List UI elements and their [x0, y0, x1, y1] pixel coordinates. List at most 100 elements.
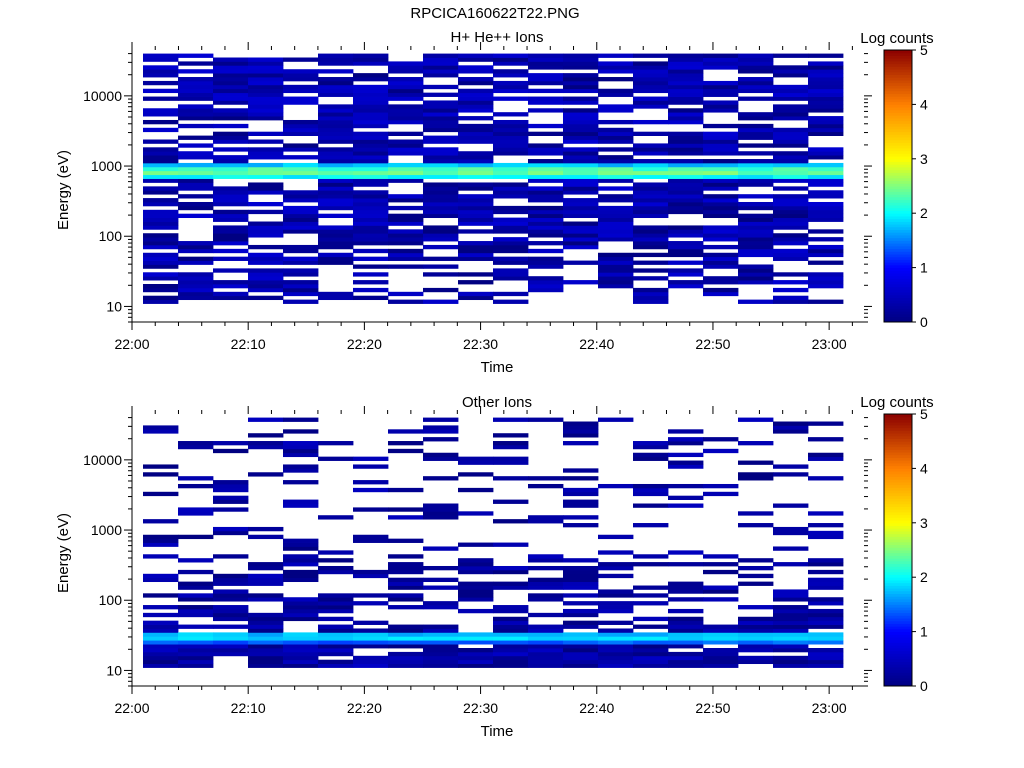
- heatmap-cell: [808, 96, 844, 101]
- colorbar-swatch: [884, 424, 912, 429]
- heatmap-cell: [668, 284, 704, 289]
- heatmap-cell: [248, 80, 284, 86]
- heatmap-cell: [318, 201, 354, 207]
- colorbar-swatch: [884, 93, 912, 97]
- heatmap-cell: [283, 284, 319, 289]
- heatmap-cell: [458, 460, 494, 465]
- heatmap-cell: [318, 295, 354, 301]
- heatmap-cell: [703, 104, 739, 109]
- colorbar-swatch: [884, 677, 912, 682]
- heatmap-cell: [353, 487, 389, 493]
- heatmap-cell: [738, 178, 774, 183]
- heatmap-cell: [388, 515, 424, 520]
- heatmap-cell: [213, 80, 249, 86]
- colorbar-swatch: [884, 601, 912, 605]
- heatmap-cell: [143, 472, 179, 477]
- heatmap-cell: [493, 655, 529, 661]
- heatmap-cell: [353, 456, 389, 461]
- heatmap-cell: [248, 155, 284, 160]
- heatmap-cell: [178, 84, 214, 90]
- heatmap-cell: [143, 534, 179, 540]
- heatmap-cell: [563, 608, 599, 614]
- x-tick-label: 23:00: [812, 336, 847, 352]
- heatmap-cell: [738, 225, 774, 230]
- colorbar-swatch: [884, 251, 912, 255]
- heatmap-cell: [668, 92, 704, 97]
- heatmap-cell: [528, 170, 564, 176]
- heatmap-cell: [283, 569, 319, 575]
- heatmap-cell: [283, 616, 319, 622]
- heatmap-cell: [633, 663, 669, 668]
- heatmap-cell: [388, 92, 424, 97]
- heatmap-cell: [808, 65, 844, 70]
- heatmap-cell: [808, 276, 844, 281]
- heatmap-cell: [353, 233, 389, 238]
- heatmap-cell: [178, 205, 214, 211]
- heatmap-cell: [563, 655, 599, 661]
- heatmap-cell: [703, 624, 739, 629]
- heatmap-cell: [143, 221, 179, 226]
- heatmap-cell: [668, 252, 704, 258]
- heatmap-cell: [563, 233, 599, 238]
- heatmap-cell: [213, 155, 249, 160]
- heatmap-cell: [458, 542, 494, 547]
- heatmap-cell: [738, 268, 774, 273]
- colorbar-swatch: [884, 517, 912, 521]
- heatmap-cell: [458, 593, 494, 598]
- heatmap-cell: [703, 139, 739, 144]
- colorbar-swatch: [884, 585, 912, 589]
- heatmap-cell: [668, 441, 704, 446]
- heatmap-cell: [493, 260, 529, 265]
- heatmap-cell: [668, 640, 704, 645]
- heatmap-cell: [703, 57, 739, 62]
- heatmap-cell: [808, 244, 844, 250]
- heatmap-cell: [283, 209, 319, 215]
- heatmap-cell: [213, 554, 249, 559]
- heatmap-cell: [353, 248, 389, 254]
- heatmap-cell: [213, 217, 249, 222]
- heatmap-cell: [493, 441, 529, 446]
- heatmap-cell: [423, 256, 459, 261]
- heatmap-cell: [213, 123, 249, 129]
- heatmap-cell: [633, 119, 669, 125]
- heatmap-cell: [598, 417, 634, 422]
- heatmap-cell: [423, 205, 459, 211]
- heatmap-cell: [528, 519, 564, 524]
- heatmap-cell: [283, 577, 319, 583]
- heatmap-cell: [143, 159, 179, 164]
- heatmap-cell: [143, 190, 179, 195]
- heatmap-cell: [703, 233, 739, 238]
- heatmap-cell: [353, 464, 389, 469]
- heatmap-cell: [773, 159, 809, 164]
- heatmap-cell: [738, 170, 774, 176]
- heatmap-cell: [808, 170, 844, 176]
- heatmap-cell: [143, 628, 179, 633]
- heatmap-cell: [353, 272, 389, 277]
- colorbar-swatch: [884, 126, 912, 130]
- heatmap-cell: [178, 260, 214, 265]
- heatmap-cell: [668, 116, 704, 121]
- heatmap-cell: [143, 644, 179, 649]
- heatmap-cell: [493, 291, 529, 297]
- colorbar-swatch: [884, 281, 912, 285]
- heatmap-cell: [493, 476, 529, 481]
- heatmap-cell: [563, 241, 599, 246]
- heatmap-cell: [808, 299, 844, 304]
- colorbar-swatch: [884, 598, 912, 603]
- heatmap-cell: [738, 644, 774, 649]
- heatmap-cell: [248, 272, 284, 277]
- heatmap-cell: [528, 632, 564, 637]
- colorbar-swatch: [884, 511, 912, 516]
- heatmap-cell: [703, 589, 739, 594]
- heatmap-cell: [773, 648, 809, 653]
- heatmap-cell: [668, 597, 704, 602]
- heatmap-cell: [703, 123, 739, 129]
- heatmap-cell: [773, 252, 809, 258]
- colorbar-swatch: [884, 264, 912, 269]
- heatmap-cell: [738, 573, 774, 579]
- colorbar-swatch: [884, 661, 912, 665]
- heatmap-cell: [353, 573, 389, 579]
- heatmap-cell: [458, 201, 494, 207]
- heatmap-cell: [808, 534, 844, 540]
